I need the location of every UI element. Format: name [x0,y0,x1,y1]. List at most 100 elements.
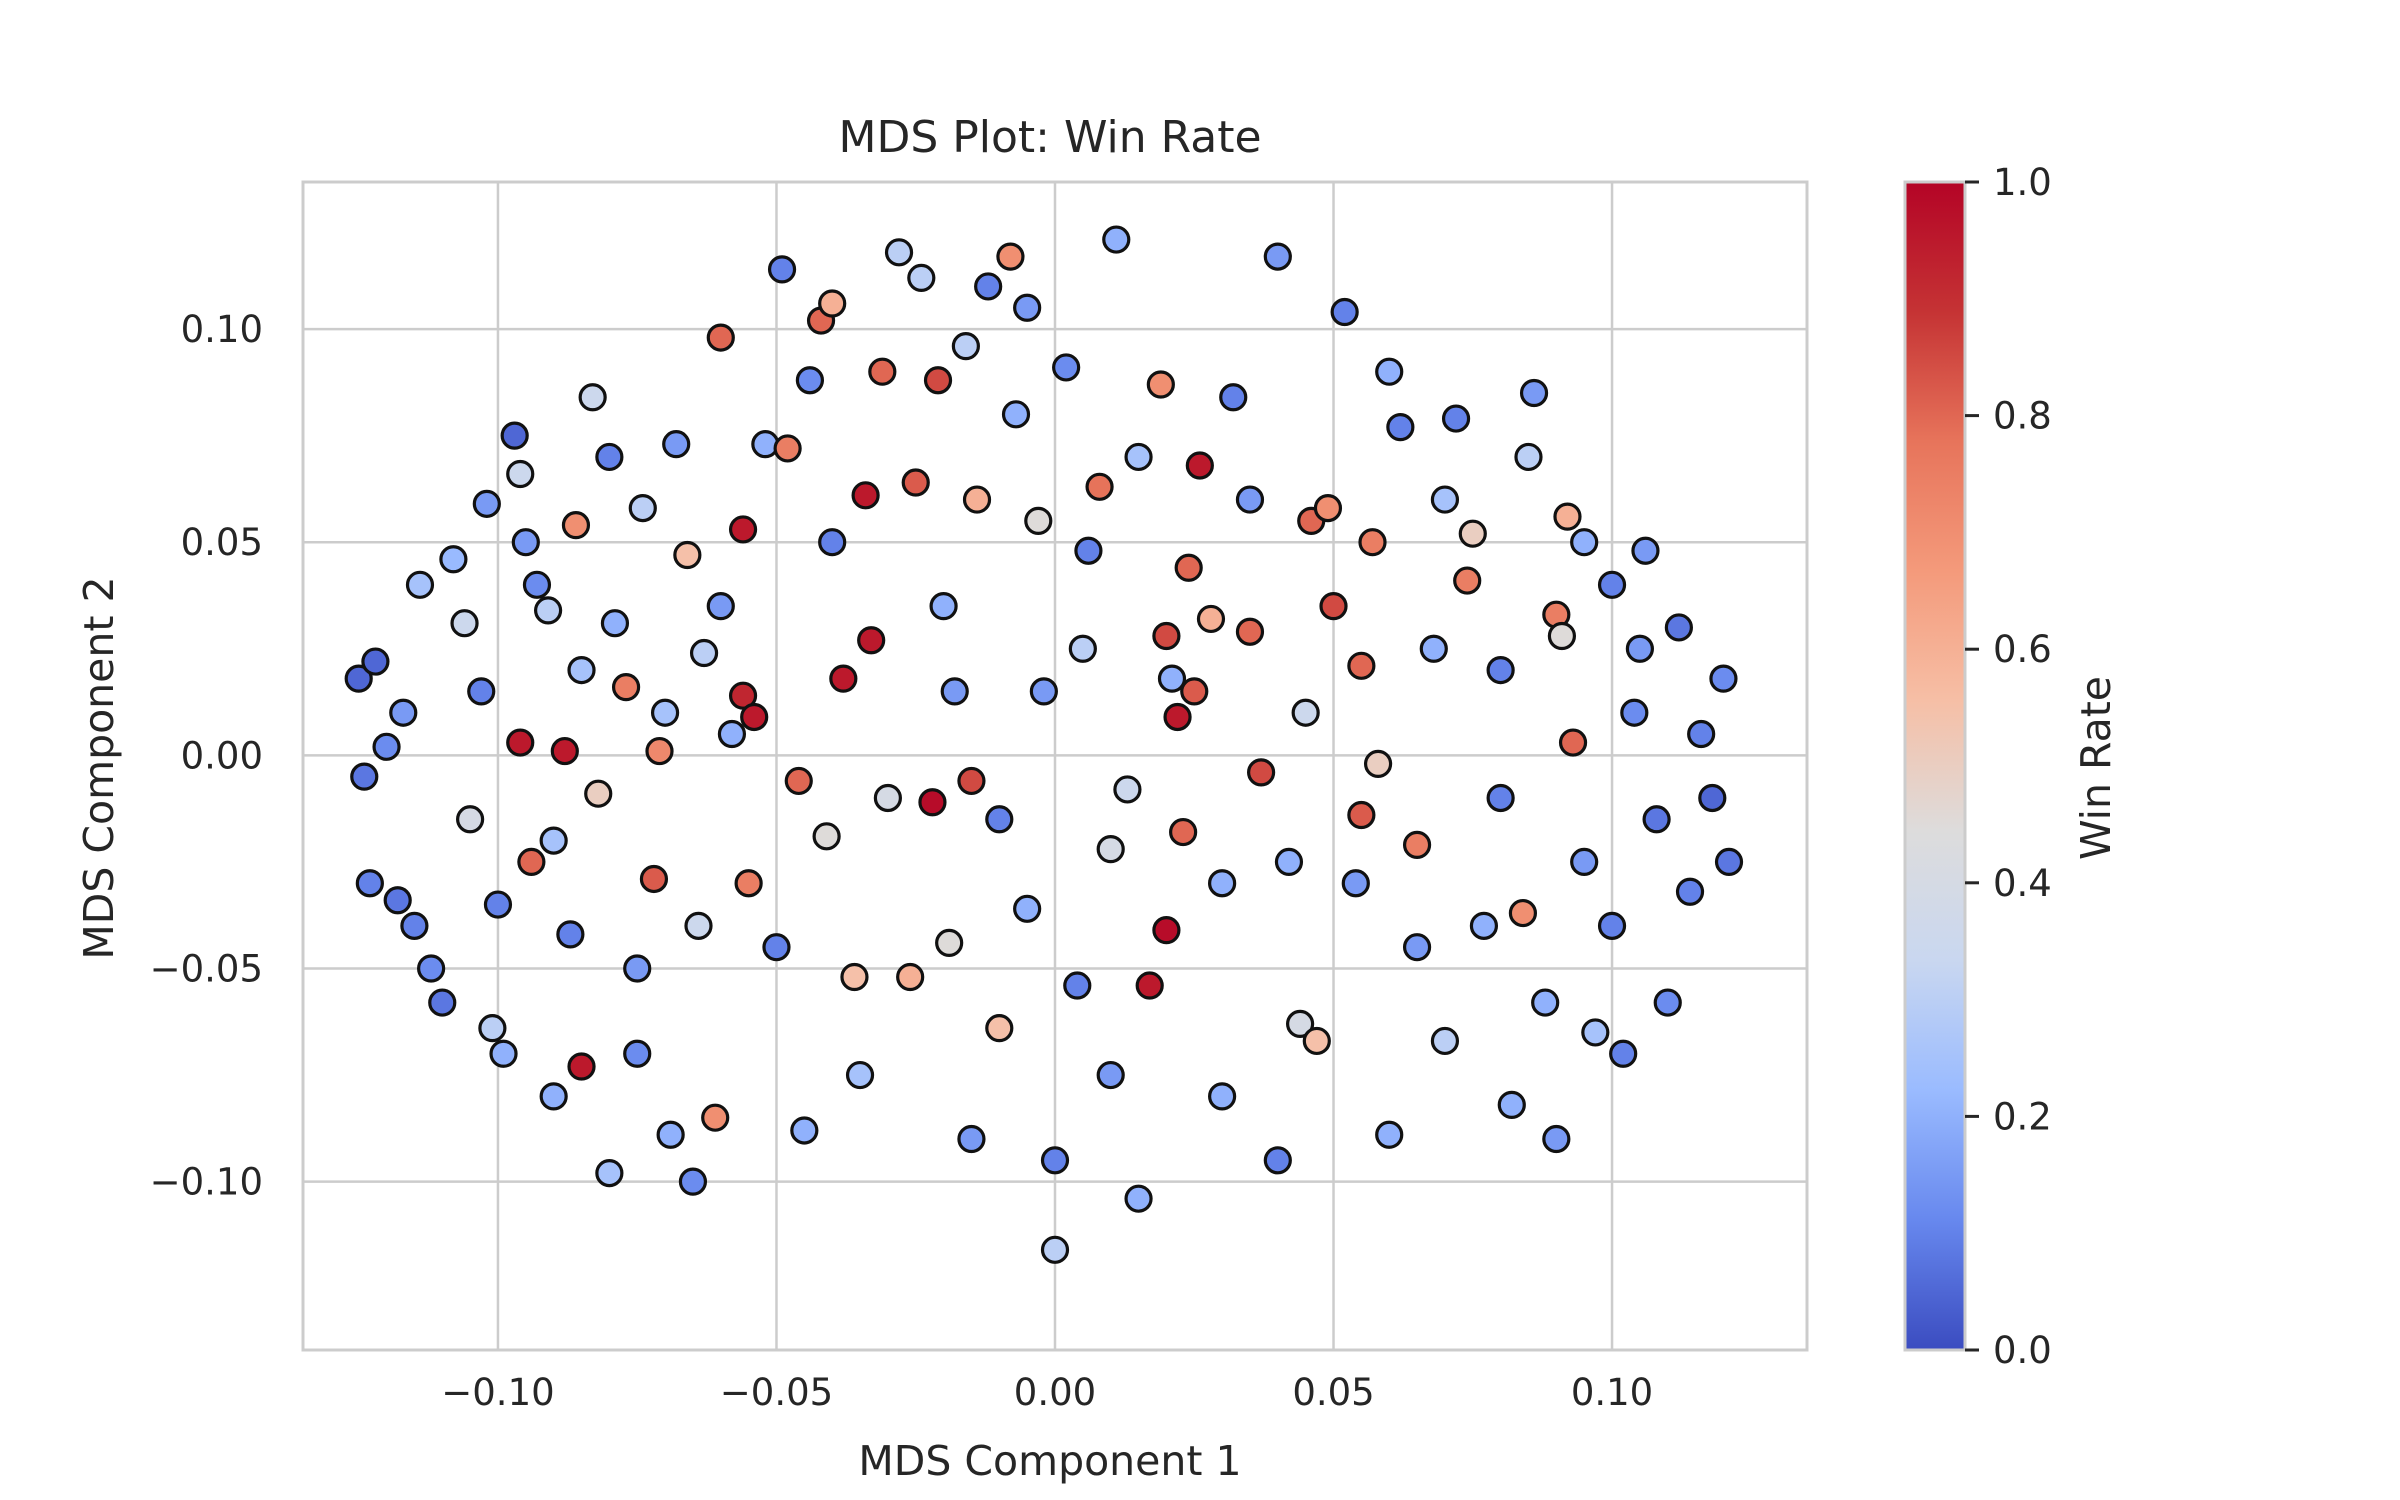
scatter-point [767,255,797,284]
scatter-point [595,1158,624,1188]
scatter-point [1235,617,1265,646]
scatter-point [1013,894,1042,923]
scatter-point [600,609,630,638]
scatter-point [896,962,925,992]
scatter-point [656,1120,685,1149]
scatter-point [1675,877,1705,906]
scatter-point [1347,651,1376,680]
scatter-point [355,869,384,898]
scatter-point [556,920,585,949]
scatter-point [472,489,501,518]
scatter-point [645,736,674,766]
scatter-point [1330,297,1359,327]
scatter-point [522,570,552,599]
scatter-point [506,459,535,489]
scatter-point [1235,485,1265,514]
y-tick-label: 0.05 [181,521,263,564]
scatter-point [1040,1235,1070,1264]
scatter-point [1430,1026,1460,1056]
scatter-point [962,485,992,514]
scatter-point [1341,869,1370,898]
scatter-point [1497,1090,1526,1119]
scatter-point [784,766,813,796]
scatter-point [1085,472,1114,501]
scatter-point [1063,971,1092,1000]
scatter-point [701,1103,730,1132]
scatter-point [812,822,841,851]
x-tick-label: −0.10 [441,1371,554,1414]
scatter-point [985,1014,1014,1043]
scatter-point [1687,719,1716,749]
scatter-point [728,515,758,544]
scatter-point [857,626,886,655]
colorbar-tick-label: 0.0 [1993,1329,2052,1372]
scatter-point [1625,634,1654,663]
scatter-point [1196,604,1226,634]
scatter-point [935,928,964,958]
x-tick-label: −0.05 [720,1371,833,1414]
scatter-point [1664,613,1693,642]
scatter-point [483,890,513,919]
scatter-point [1219,383,1248,412]
scatter-point [673,540,702,570]
scatter-point [1074,536,1103,565]
scatter-point [868,357,897,386]
scatter-point [1597,911,1627,940]
colorbar-tick-label: 1.0 [1993,161,2052,204]
scatter-point [1096,1060,1125,1090]
scatter-point [957,766,986,796]
scatter-point [639,864,669,894]
y-tick-label: 0.10 [181,308,263,351]
scatter-point [840,962,869,992]
scatter-point [567,655,596,685]
scatter-point [1609,1039,1638,1068]
scatter-point [873,783,902,813]
scatter-point [1402,933,1432,962]
scatter-point [1096,835,1125,864]
scatter-point [1068,634,1097,663]
scatter-point [1558,728,1588,757]
scatter-point [1347,800,1376,830]
scatter-point [500,421,529,450]
scatter-point [1052,353,1081,382]
scatter-point [1653,988,1682,1017]
scatter-point [907,263,936,293]
scatter-point [751,430,780,459]
scatter-point [1458,519,1487,548]
scatter-point [628,494,657,523]
scatter-point [1453,566,1482,595]
scatter-point [1208,1082,1237,1111]
scatter-point [706,592,735,621]
scatter-point [845,1060,875,1090]
colorbar-tick-label: 0.8 [1993,395,2052,438]
scatter-point [478,1014,507,1043]
scatter-point [1486,655,1515,685]
scatter-point [361,647,390,676]
scatter-point [818,528,847,557]
scatter-point [1208,869,1237,898]
scatter-point [1263,1146,1292,1175]
scatter-points [344,225,1744,1264]
scatter-point [818,289,847,318]
scatter-point [372,732,401,761]
scatter-point [405,570,435,599]
scatter-point [1102,225,1131,254]
scatter-point [533,596,563,625]
scatter-point [623,954,652,983]
scatter-point [1163,702,1192,732]
scatter-point [1157,664,1187,693]
scatter-point [1169,817,1198,847]
scatter-point [974,272,1003,301]
scatter-point [1124,1184,1153,1213]
scatter-point [511,528,540,557]
scatter-point [1514,442,1543,472]
colorbar-label: Win Rate [2072,676,2120,860]
scatter-point [1547,621,1577,651]
scatter-point [1375,1120,1404,1149]
scatter-point [1291,698,1320,727]
colorbar-tick-label: 0.6 [1993,628,2052,671]
scatter-point [734,869,763,898]
x-axis-title: MDS Component 1 [858,1437,1241,1485]
y-axis-title: MDS Component 2 [75,576,123,959]
